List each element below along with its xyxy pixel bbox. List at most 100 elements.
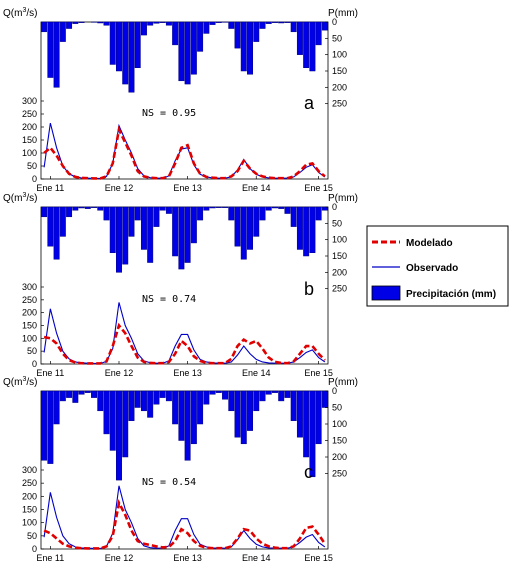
x-tick-label: Ene 14: [242, 368, 271, 378]
precip-bar: [97, 206, 104, 211]
precip-bar: [78, 390, 85, 395]
precip-bar: [153, 206, 160, 227]
p-tick-label: 50: [332, 218, 342, 228]
q-tick-label: 50: [27, 531, 37, 541]
precip-bar: [59, 206, 66, 237]
p-tick-label: 50: [332, 403, 342, 413]
precip-bar: [265, 390, 272, 395]
q-tick-label: 300: [22, 282, 37, 292]
q-tick-label: 150: [22, 321, 37, 331]
precip-bar: [303, 21, 310, 68]
precip-bar: [190, 206, 197, 244]
q-tick-label: 0: [32, 544, 37, 554]
p-axis-label: P(mm): [328, 193, 358, 204]
q-tick-label: 100: [22, 333, 37, 343]
precip-bar: [172, 206, 179, 257]
precip-bar: [253, 390, 260, 412]
precip-bar: [284, 206, 291, 214]
precip-bar: [153, 390, 160, 405]
precip-bar: [128, 206, 135, 237]
precip-bar: [84, 390, 91, 393]
precip-bar: [159, 206, 166, 211]
precip-bar: [197, 21, 204, 52]
precip-bar: [253, 206, 260, 237]
precip-bar: [134, 206, 141, 221]
precip-bar: [128, 21, 135, 93]
panel-b: 0 50 100 150 200 250 0 50 100 150 200 250 300 Ene 11 E…: [3, 192, 358, 378]
q-tick-label: 100: [22, 148, 37, 158]
precip-bar: [222, 390, 229, 400]
panel-label: c: [304, 462, 313, 482]
precip-bar: [165, 390, 172, 402]
precip-bar: [265, 206, 272, 211]
panel-label: a: [304, 93, 315, 113]
p-tick-label: 100: [332, 235, 347, 245]
precip-bar: [271, 390, 278, 393]
p-tick-label: 50: [332, 33, 342, 43]
precip-bar: [122, 21, 129, 85]
precip-bar: [72, 206, 79, 211]
precip-bar: [184, 21, 191, 85]
q-tick-label: 0: [32, 359, 37, 369]
precip-bar: [78, 21, 85, 23]
precip-bar: [41, 206, 48, 218]
x-tick-label: Ene 14: [242, 183, 271, 193]
precip-bar: [284, 390, 291, 398]
precip-bar: [278, 21, 285, 24]
precip-bar: [172, 21, 179, 46]
precip-bar: [197, 206, 204, 221]
precip-bar: [240, 206, 247, 260]
precip-bar: [303, 206, 310, 257]
p-tick-label: 200: [332, 267, 347, 277]
precip-bar: [97, 21, 104, 24]
precip-bar: [53, 21, 60, 88]
precip-bar: [109, 21, 116, 65]
x-tick-label: Ene 15: [304, 368, 333, 378]
precip-bar: [140, 206, 147, 250]
precip-bar: [47, 206, 54, 247]
q-tick-label: 50: [27, 346, 37, 356]
precip-bar: [296, 206, 303, 250]
precip-bar: [228, 206, 235, 221]
precip-bar: [215, 21, 222, 23]
plot-frame: [40, 21, 329, 180]
precip-bar: [278, 206, 285, 209]
precip-bar: [247, 390, 253, 431]
p-tick-label: 100: [332, 419, 347, 429]
precip-bar: [321, 390, 328, 408]
series-modelado: [43, 125, 326, 180]
precip-bar: [172, 390, 179, 425]
q-tick-label: 250: [22, 295, 37, 305]
precip-bar: [197, 390, 204, 425]
p-tick-label: 250: [332, 469, 347, 479]
precip-bar: [134, 390, 141, 408]
precip-bar: [47, 390, 54, 464]
precip-bar: [109, 206, 116, 253]
precip-bar: [321, 21, 328, 31]
plot-frame: [40, 206, 329, 365]
series-observado: [43, 302, 326, 365]
q-tick-label: 200: [22, 308, 37, 318]
q-tick-label: 300: [22, 96, 37, 106]
precip-bar: [315, 21, 322, 46]
legend-observado-label: Observado: [406, 263, 458, 274]
q-tick-label: 100: [22, 518, 37, 528]
precip-bar: [140, 390, 147, 412]
legend-precipitacion-label: Precipitación (mm): [406, 289, 496, 300]
precip-bar: [72, 21, 79, 24]
precip-bar: [184, 206, 191, 263]
precip-bar: [159, 390, 166, 398]
q-tick-label: 0: [32, 174, 37, 184]
precip-bar: [116, 390, 122, 481]
precip-bar: [228, 21, 235, 29]
precip-bar: [209, 390, 216, 395]
q-tick-label: 150: [22, 505, 37, 515]
precip-bar: [309, 206, 316, 253]
precip-bar: [116, 206, 122, 273]
precip-bar: [253, 21, 260, 42]
x-tick-label: Ene 12: [105, 183, 134, 193]
series-observado: [43, 485, 326, 550]
q-tick-label: 200: [22, 122, 37, 132]
plot-frame: [40, 390, 329, 550]
precip-bar: [265, 21, 272, 24]
